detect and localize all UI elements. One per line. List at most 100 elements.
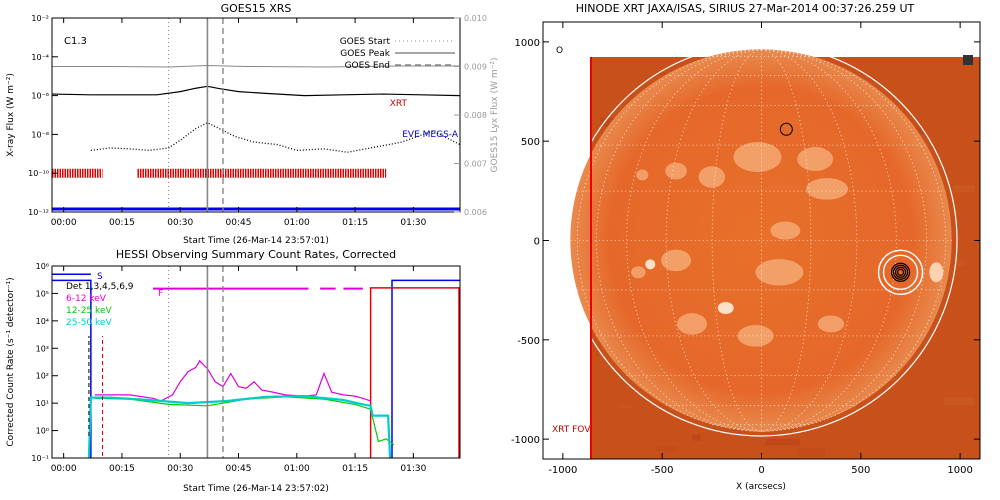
- goes-x-tick-label: 01:30: [400, 218, 426, 228]
- xrt-title: HINODE XRT JAXA/ISAS, SIRIUS 27-Mar-2014…: [576, 2, 915, 15]
- xrt-y-tick-label: 0: [534, 237, 540, 248]
- xrt-background-texture: [620, 405, 631, 409]
- legend-goes-end: GOES End: [345, 61, 390, 71]
- hessi-x-tick-label: 00:45: [226, 464, 252, 474]
- xrt-grid-longitude: [761, 49, 927, 432]
- xrt-artifact: [963, 55, 973, 65]
- xrt-y-tick-label: 500: [521, 137, 540, 148]
- goes-plot-area: [52, 18, 460, 212]
- hessi-blue-state-right: [391, 279, 460, 458]
- xrt-x-tick-label: -1000: [548, 465, 577, 476]
- hessi-y-tick-label: 10⁻¹: [31, 454, 49, 463]
- xrt-bright-region: [665, 162, 687, 180]
- eve-series-label: EVE MEGS-A: [402, 130, 459, 140]
- hessi-x-tick-label: 00:15: [109, 464, 135, 474]
- xrt-y-tick-label: -500: [517, 336, 540, 347]
- hessi-y-tick-label: 10⁰: [36, 427, 49, 436]
- goes-class-label: C1.3: [64, 36, 87, 47]
- solar-limb: [564, 43, 958, 437]
- xrt-image-area: [564, 43, 980, 459]
- goes-x-tick-label: 01:15: [342, 218, 368, 228]
- goes-y-tick-label: 10⁻⁴: [31, 53, 49, 62]
- hessi-x-tick-label: 01:00: [284, 464, 310, 474]
- hessi-x-tick-label: 00:00: [51, 464, 77, 474]
- hessi-y-tick-label: 10⁴: [36, 317, 49, 326]
- goes-y-tick-label: 10⁻¹⁰: [28, 169, 49, 178]
- goes-ylabel: X-ray Flux (W m⁻²): [6, 73, 16, 157]
- goes-y2-tick-label: 0.008: [464, 111, 487, 120]
- solar-disk: [570, 49, 952, 431]
- xrt-grid-longitude: [596, 49, 762, 432]
- hessi-x-tick-label: 00:30: [167, 464, 193, 474]
- goes-series-2: [52, 85, 460, 97]
- xrt-y-tick-label: -1000: [511, 435, 540, 446]
- xrt-bright-point: [645, 259, 656, 270]
- goes-x-tick-label: 00:45: [226, 218, 252, 228]
- legend-12-25kev: 12-25 keV: [66, 306, 112, 316]
- xrt-limb-brightening: [929, 262, 944, 283]
- xrt-background-texture: [955, 260, 965, 267]
- legend-goes-peak: GOES Peak: [340, 49, 390, 59]
- goes-y2label: GOES15 Lyx Flux (W m⁻²): [490, 58, 500, 173]
- hessi-s-flag: S: [97, 272, 103, 282]
- hessi-y-tick-label: 10¹: [36, 399, 49, 408]
- hessi-legend: Det 1,3,4,5,6,9 6-12 keV 12-25 keV 25-50…: [66, 282, 134, 328]
- xrt-bright-region: [631, 266, 646, 279]
- xrt-bright-region: [733, 142, 782, 173]
- hessi-f-flag: F: [158, 289, 163, 299]
- goes-y-tick-label: 10⁻²: [31, 14, 49, 23]
- hessi-x-tick-label: 01:15: [342, 464, 368, 474]
- xrt-background-texture: [953, 185, 976, 193]
- goes-legend: GOES Start GOES Peak GOES End: [340, 37, 455, 71]
- xrt-background-texture: [765, 438, 800, 446]
- goes-y-tick-label: 10⁻⁶: [31, 92, 49, 101]
- hessi-xlabel: Start Time (26-Mar-14 23:57:02): [183, 484, 329, 494]
- goes-plot-frame: [51, 17, 461, 213]
- xrt-x-tick-label: -500: [651, 465, 674, 476]
- hessi-series-25-50-kev: [87, 395, 392, 458]
- flare-contour-inner-2: [894, 266, 907, 278]
- hessi-panel: HESSI Observing Summary Count Rates, Cor…: [6, 248, 461, 494]
- goes-x-tick-label: 00:00: [51, 218, 77, 228]
- xrt-bright-region: [770, 221, 801, 240]
- goes-y2-tick-label: 0.009: [464, 63, 487, 72]
- xrt-bright-region: [755, 259, 804, 286]
- hessi-y-tick-label: 10³: [36, 344, 49, 353]
- hessi-title: HESSI Observing Summary Count Rates, Cor…: [116, 248, 396, 261]
- hessi-x-tick-label: 01:30: [400, 464, 426, 474]
- xrt-xlabel: X (arcsecs): [736, 482, 786, 492]
- flare-contour-inner-1: [892, 264, 909, 280]
- xrt-background-texture: [692, 434, 701, 441]
- xrt-bright-point: [717, 302, 734, 315]
- flare-contour-inner-0: [890, 262, 911, 282]
- goes-title: GOES15 XRS: [221, 2, 292, 15]
- xrt-x-tick-label: 1000: [947, 465, 972, 476]
- goes-x-tick-label: 00:15: [109, 218, 135, 228]
- hessi-red-state: [369, 287, 460, 458]
- xrt-bright-region: [806, 178, 849, 200]
- goes-x-tick-label: 00:30: [167, 218, 193, 228]
- hessi-plot-frame: [51, 265, 461, 459]
- goes-series-1: [52, 65, 460, 68]
- xrt-bright-region: [797, 147, 834, 172]
- hessi-series-6-12-kev: [94, 359, 371, 402]
- goes-y2-tick-label: 0.010: [464, 14, 487, 23]
- flare-contour-outer: [877, 249, 924, 295]
- goes-y-tick-label: 10⁻¹²: [28, 208, 49, 217]
- goes-y2-tick-label: 0.006: [464, 208, 487, 217]
- hessi-y-tick-label: 10⁶: [36, 262, 49, 271]
- hessi-ylabel: Corrected Count Rate (s⁻¹ detector⁻¹): [6, 277, 16, 446]
- legend-25-50kev: 25-50 keV: [66, 318, 112, 328]
- xrt-panel: HINODE XRT JAXA/ISAS, SIRIUS 27-Mar-2014…: [511, 2, 981, 492]
- legend-det: Det 1,3,4,5,6,9: [66, 282, 134, 292]
- xrt-contour-label: Ir contours: [594, 46, 637, 55]
- goes-x-tick-label: 01:00: [284, 218, 310, 228]
- xrt-bright-region: [636, 169, 649, 181]
- flare-contour-middle: [882, 254, 919, 290]
- xrt-corner-label: O: [556, 46, 563, 56]
- xrt-background-texture: [655, 71, 666, 75]
- xrt-series-label: XRT: [390, 99, 408, 109]
- legend-goes-start: GOES Start: [340, 37, 391, 47]
- xrt-x-tick-label: 0: [758, 465, 764, 476]
- hessi-series-12-25-kev: [94, 396, 395, 446]
